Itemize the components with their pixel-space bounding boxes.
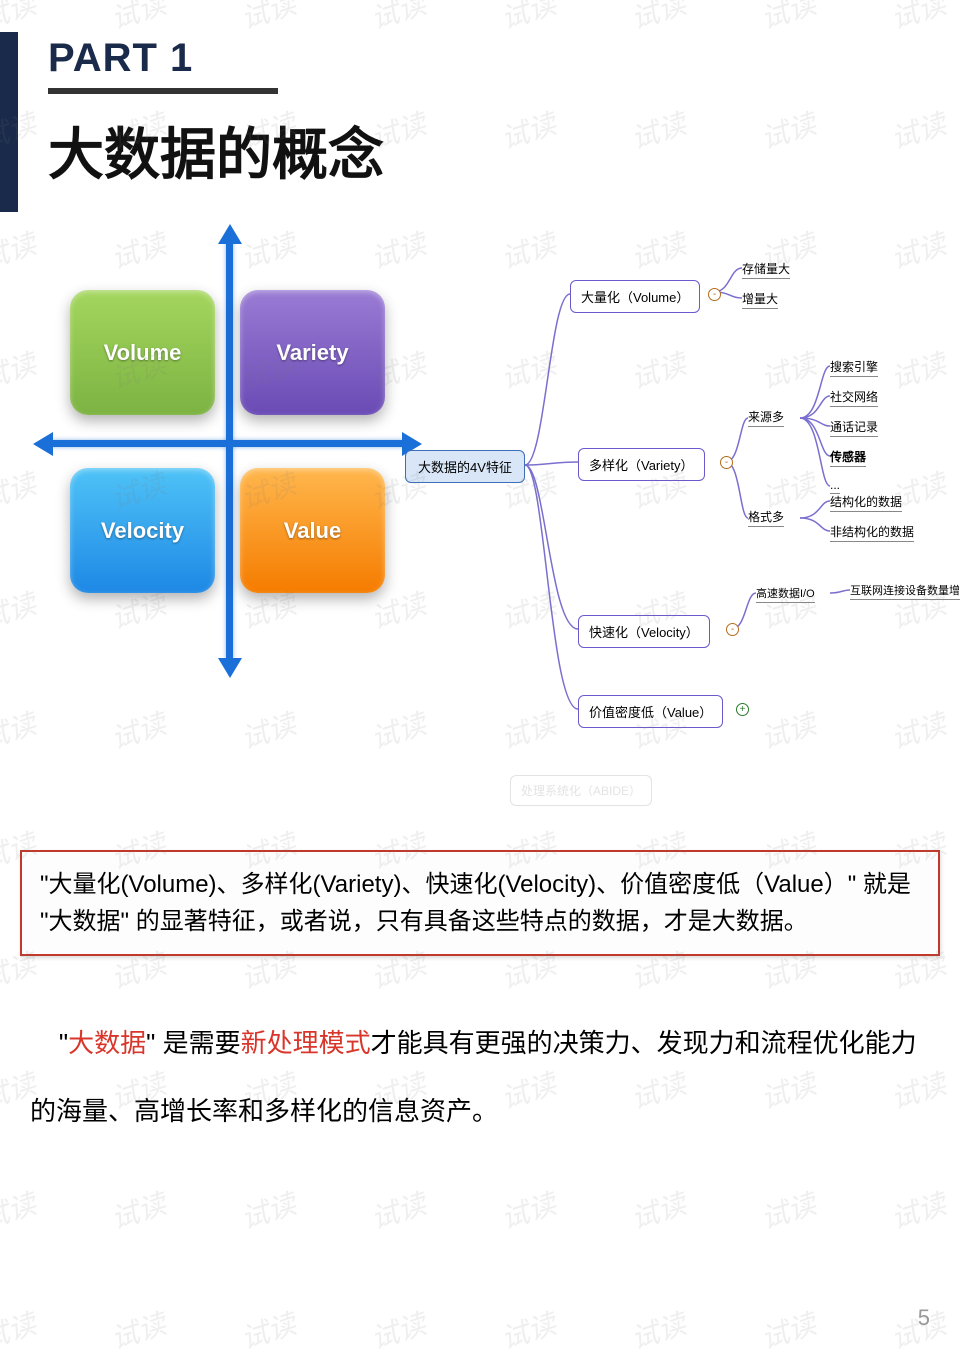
sub-io: 高速数据I/O [756,585,815,603]
summary-text: "大量化(Volume)、多样化(Variety)、快速化(Velocity)、… [40,871,911,935]
summary-box: "大量化(Volume)、多样化(Variety)、快速化(Velocity)、… [20,850,940,956]
leaf-unstruct: 非结构化的数据 [830,523,914,542]
body-hl-2: 新处理模式 [241,1028,371,1058]
branch-volume-label: 大量化（Volume） [581,287,689,306]
toggle-variety-sign: - [725,458,728,468]
branch-value-label: 价值密度低（Value） [589,702,712,721]
faded-node: 处理系统化（ABIDE） [510,775,652,806]
toggle-value[interactable]: + [736,703,749,716]
mindmap-root-label: 大数据的4V特征 [418,457,512,476]
sub-source: 来源多 [748,408,784,427]
branch-variety-label: 多样化（Variety） [589,455,694,474]
toggle-velocity-sign: - [731,625,734,635]
branch-velocity: 快速化（Velocity） [578,615,710,648]
toggle-value-sign: + [740,705,746,715]
header-side-bar [0,32,18,212]
leaf-social: 社交网络 [830,388,878,407]
part-label: PART 1 [48,36,193,81]
toggle-variety[interactable]: - [720,456,733,469]
branch-volume: 大量化（Volume） [570,280,700,313]
leaf-search: 搜索引擎 [830,358,878,377]
leaf-call: 通话记录 [830,418,878,437]
mindmap-connectors [30,230,960,800]
diagram-area: Volume Variety Velocity Value [30,230,930,800]
leaf-more: ... [830,478,840,494]
page-number: 5 [918,1305,930,1331]
leaf-iot: 互联网连接设备数量增长 [850,582,960,600]
body-quote-open: " [59,1028,68,1058]
faded-node-label: 处理系统化（ABIDE） [521,782,641,799]
part-underline [48,88,278,94]
page-title: 大数据的概念 [48,110,384,191]
leaf-struct: 结构化的数据 [830,493,902,512]
leaf-storage: 存储量大 [742,260,790,279]
branch-variety: 多样化（Variety） [578,448,705,481]
branch-value: 价值密度低（Value） [578,695,723,728]
leaf-sensor: 传感器 [830,448,866,467]
sub-format: 格式多 [748,508,784,527]
toggle-volume[interactable]: - [708,288,721,301]
toggle-volume-sign: - [713,290,716,300]
branch-velocity-label: 快速化（Velocity） [589,622,699,641]
body-hl-1: 大数据 [68,1028,146,1058]
body-mid-1: " 是需要 [146,1028,240,1058]
toggle-velocity[interactable]: - [726,623,739,636]
body-paragraph: "大数据" 是需要新处理模式才能具有更强的决策力、发现力和流程优化能力的海量、高… [30,1010,940,1145]
leaf-increment: 增量大 [742,290,778,309]
mindmap-root: 大数据的4V特征 [405,450,525,483]
